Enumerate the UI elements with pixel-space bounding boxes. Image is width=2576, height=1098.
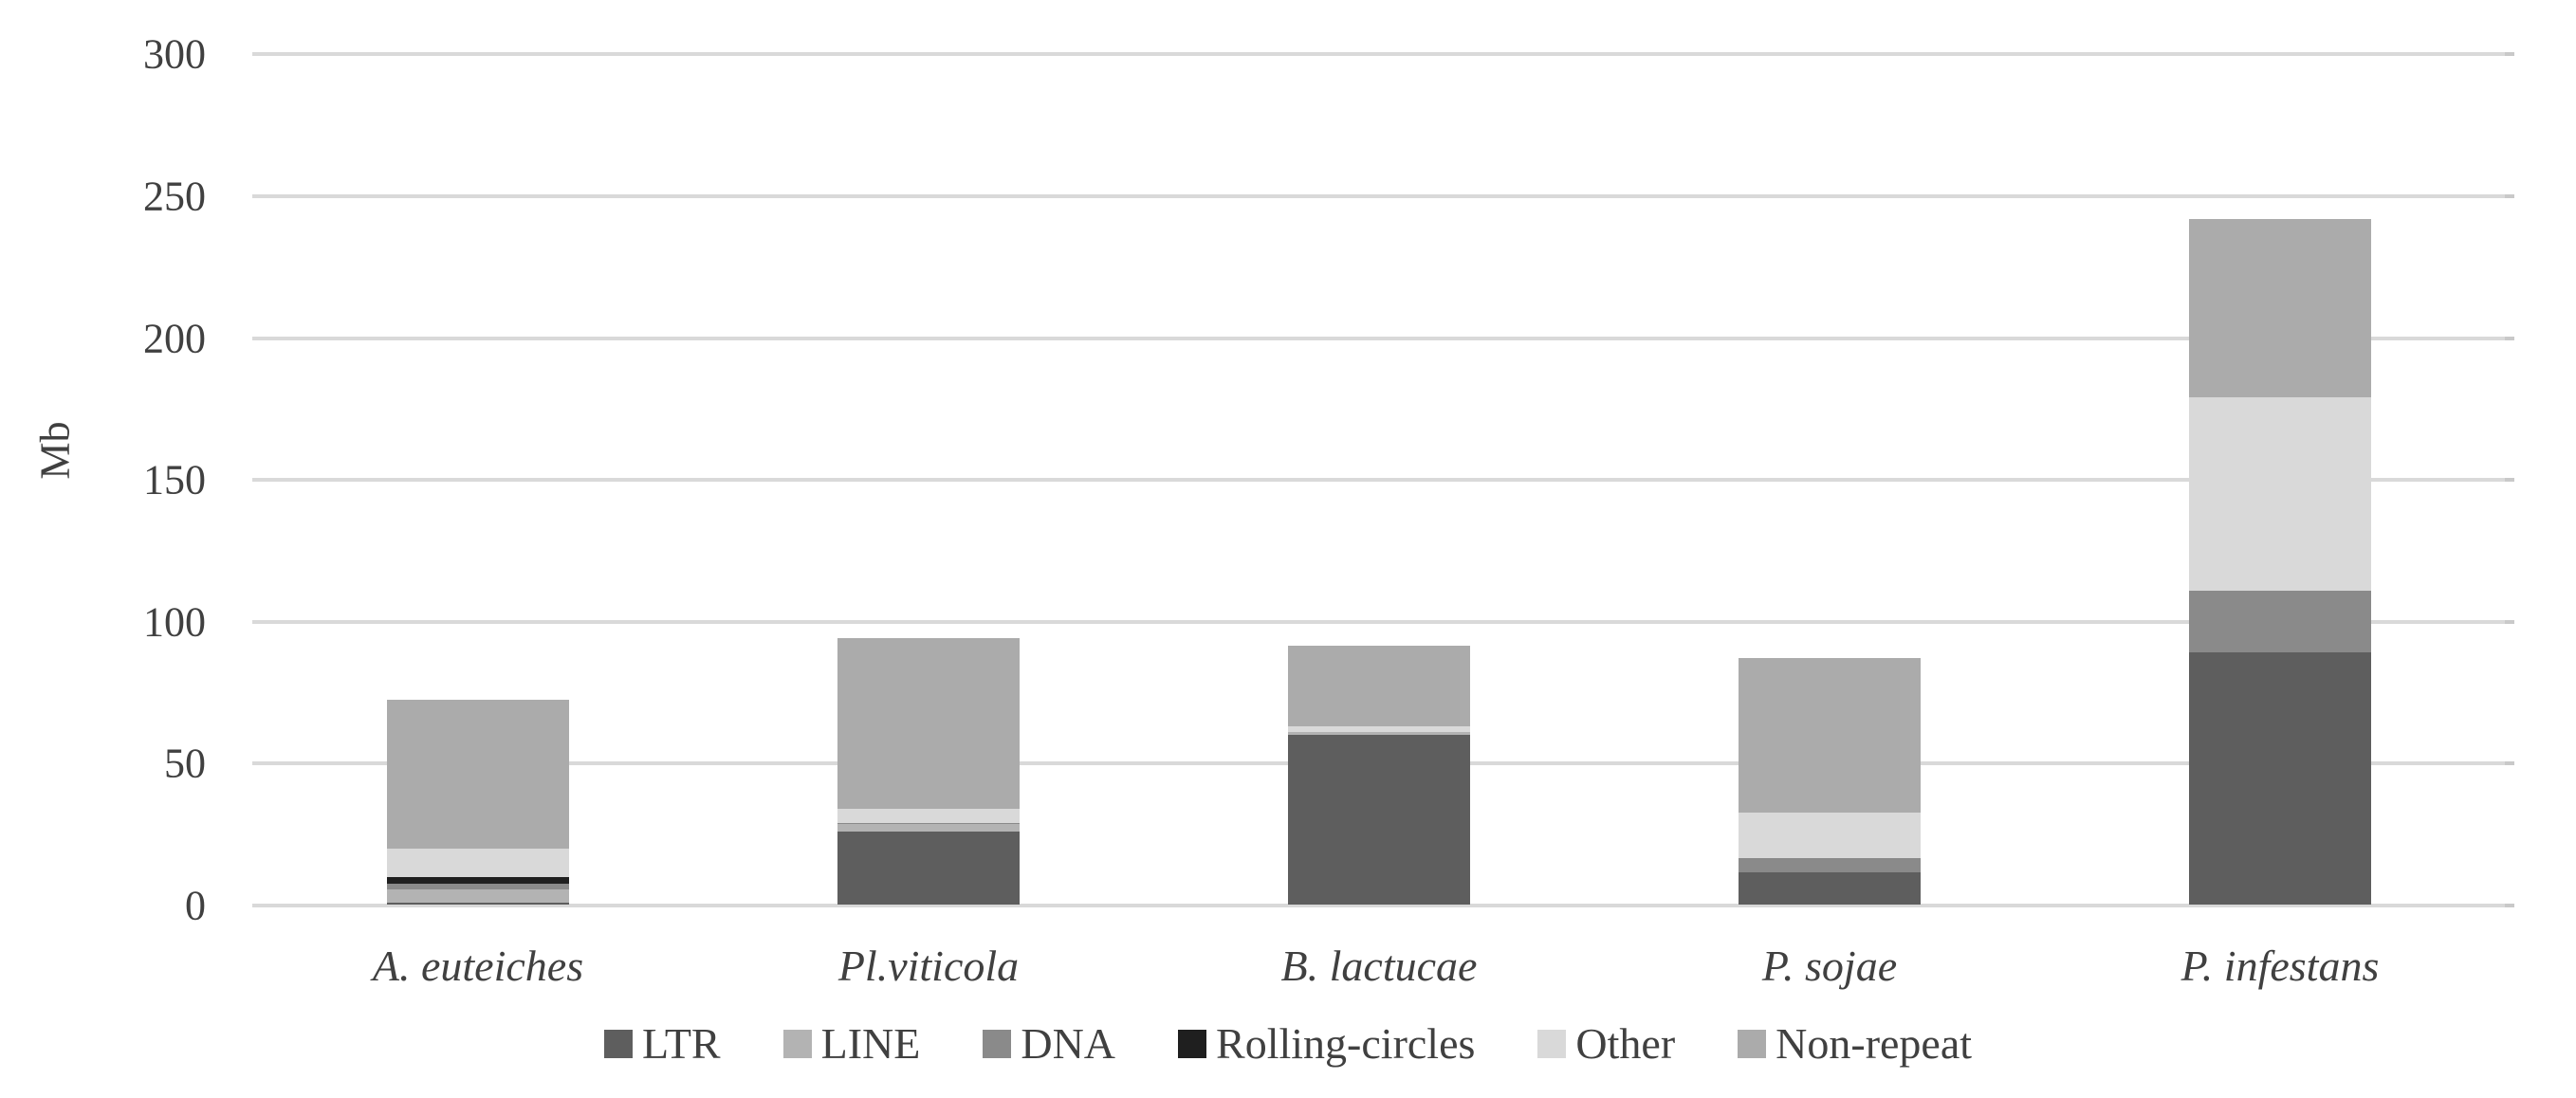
gridline-100	[252, 620, 2505, 624]
bar-segment-Other	[1288, 726, 1470, 733]
bar-segment-DNA	[1739, 858, 1921, 873]
right-tick-mark	[2505, 620, 2514, 624]
bar-segment-LINE	[1288, 732, 1470, 736]
legend-label: Non-repeat	[1776, 1019, 1973, 1068]
right-tick-mark	[2505, 478, 2514, 482]
legend-swatch-LTR	[603, 1030, 633, 1058]
bar-segment-Other	[387, 848, 569, 877]
bar-segment-Other	[1739, 813, 1921, 859]
y-tick-label-150: 150	[143, 456, 206, 503]
y-tick-label-0: 0	[185, 882, 206, 929]
legend-label: LTR	[641, 1019, 721, 1068]
bar-segment-Non-repeat	[1739, 658, 1921, 814]
bar-segment-Other	[2189, 397, 2371, 591]
legend-label: Other	[1575, 1019, 1676, 1068]
legend-item-Rolling-circles: Rolling-circles	[1178, 1022, 1475, 1066]
right-tick-mark	[2505, 194, 2514, 198]
bar-segment-LINE	[387, 889, 569, 903]
gridline-250	[252, 194, 2505, 198]
y-tick-label-100: 100	[143, 598, 206, 646]
gridline-0	[252, 904, 2505, 907]
legend-swatch-DNA	[983, 1030, 1012, 1058]
bar-segment-LTR	[2189, 652, 2371, 906]
y-tick-label-250: 250	[143, 173, 206, 220]
bar-segment-Rolling-circles	[387, 876, 569, 885]
right-tick-mark	[2505, 761, 2514, 765]
legend-label: DNA	[1021, 1019, 1116, 1068]
legend-swatch-Rolling-circles	[1178, 1030, 1207, 1058]
y-tick-label-200: 200	[143, 315, 206, 362]
legend-swatch-Other	[1537, 1030, 1567, 1058]
bar-segment-DNA	[2189, 590, 2371, 653]
legend-swatch-Non-repeat	[1738, 1030, 1767, 1058]
bar-segment-Non-repeat	[1288, 645, 1470, 727]
legend-item-DNA: DNA	[983, 1022, 1115, 1066]
x-category-label: P. infestans	[2180, 942, 2380, 990]
legend-item-LINE: LINE	[782, 1019, 921, 1068]
right-tick-mark	[2505, 904, 2514, 907]
x-category-label: Pl.viticola	[837, 942, 1020, 990]
right-tick-mark	[2505, 52, 2514, 56]
legend-item-Non-repeat: Non-repeat	[1738, 1022, 1972, 1066]
legend: LTR LINE DNA Rolling-circles Other Non-repeat	[0, 1011, 2576, 1077]
y-tick-label-50: 50	[164, 740, 206, 787]
x-category-label: A. euteiches	[372, 942, 584, 990]
bar-segment-Non-repeat	[387, 699, 569, 849]
right-tick-mark	[2505, 337, 2514, 340]
x-category-label: P. sojae	[1761, 942, 1898, 990]
gridline-300	[252, 52, 2505, 56]
legend-item-LTR: LTR	[603, 1019, 721, 1068]
y-tick-label-300: 300	[143, 30, 206, 78]
bar-segment-LTR	[1288, 735, 1470, 906]
bar-segment-DNA	[837, 822, 1020, 825]
bar-segment-Non-repeat	[2189, 218, 2371, 398]
bar-segment-Other	[837, 808, 1020, 823]
bar-segment-LTR	[1739, 872, 1921, 906]
bar-segment-LTR	[387, 902, 569, 906]
bar-segment-Non-repeat	[837, 638, 1020, 809]
x-category-label: B. lactucae	[1280, 942, 1478, 990]
legend-label: Rolling-circles	[1216, 1019, 1476, 1068]
bar-segment-DNA	[387, 884, 569, 890]
gridline-200	[252, 337, 2505, 340]
legend-swatch-LINE	[782, 1030, 812, 1058]
gridline-150	[252, 478, 2505, 482]
legend-label: LINE	[820, 1019, 921, 1068]
bar-segment-LINE	[837, 824, 1020, 832]
bar-segment-LTR	[837, 831, 1020, 906]
legend-item-Other: Other	[1537, 1022, 1675, 1066]
